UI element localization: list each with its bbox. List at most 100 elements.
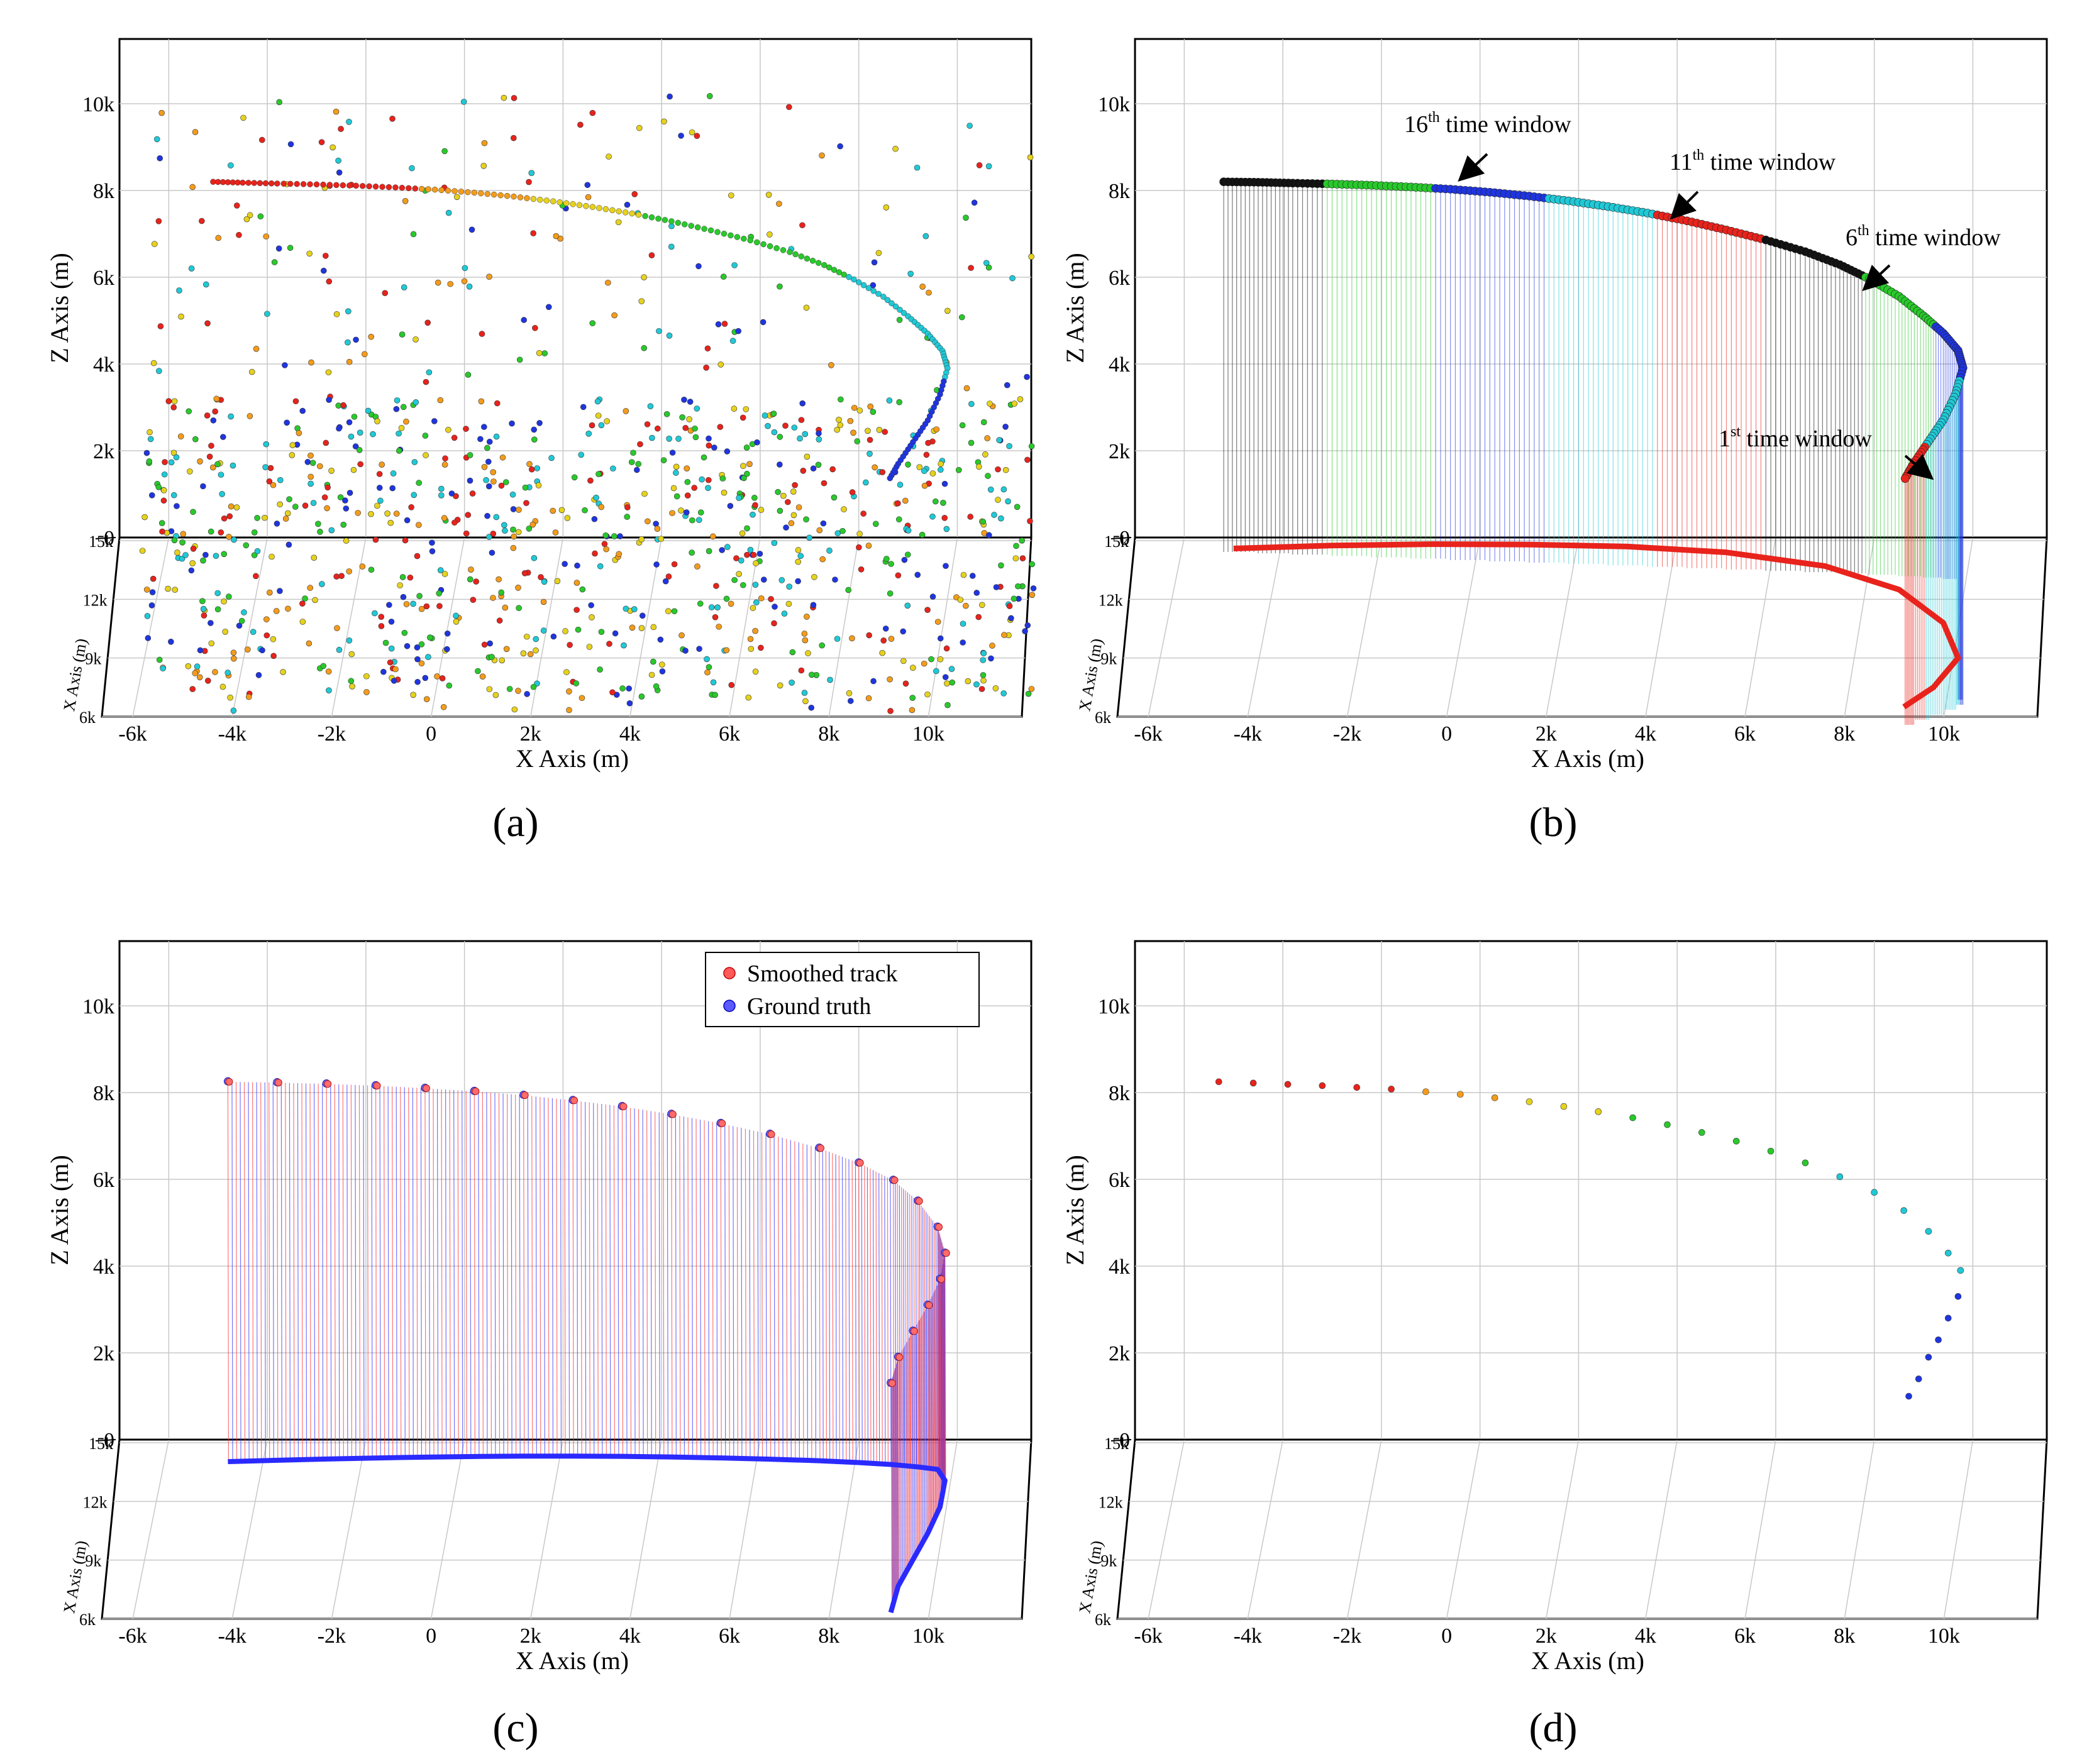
clutter-point — [611, 312, 617, 319]
clutter-point — [209, 464, 216, 471]
x-tick-label: 6k — [1734, 722, 1756, 746]
clutter-point — [141, 514, 148, 521]
grid-line — [828, 537, 860, 717]
grid-line — [1446, 537, 1481, 717]
clutter-point — [487, 640, 493, 647]
track-point — [484, 190, 490, 197]
clutter-point — [708, 604, 715, 610]
arrow-16th — [1458, 153, 1488, 182]
drop-line — [761, 1132, 763, 1459]
clutter-point — [413, 336, 419, 343]
clutter-point — [826, 548, 833, 554]
clutter-point — [165, 398, 172, 404]
clutter-point — [648, 252, 655, 258]
clutter-point — [744, 525, 750, 532]
clutter-point — [277, 477, 284, 483]
clutter-point — [416, 593, 423, 599]
clutter-point — [638, 536, 645, 543]
drop-line — [943, 1257, 946, 1486]
clutter-point — [566, 707, 572, 714]
grid-line — [529, 1439, 564, 1619]
clutter-point — [368, 510, 374, 517]
drop-line — [741, 1128, 743, 1458]
clutter-point — [882, 626, 889, 632]
clutter-point — [189, 560, 196, 566]
clutter-point — [589, 614, 595, 620]
clutter-point — [860, 510, 867, 517]
grid-line — [430, 537, 465, 717]
clutter-point — [355, 510, 362, 516]
clutter-point — [921, 660, 927, 667]
clutter-point — [486, 273, 492, 280]
track-point — [701, 226, 707, 232]
clutter-point — [158, 520, 165, 526]
drop-line — [897, 1357, 899, 1587]
clutter-point — [579, 586, 586, 593]
svg-text:6th time window: 6th time window — [1846, 223, 2001, 251]
track-point — [1215, 1078, 1222, 1086]
clutter-point — [480, 163, 487, 169]
clutter-point — [390, 678, 397, 684]
clutter-point — [704, 345, 711, 352]
clutter-point — [214, 606, 221, 612]
clutter-point — [1011, 595, 1017, 602]
drop-line — [924, 1309, 927, 1538]
drop-line — [822, 1149, 824, 1461]
clutter-point — [233, 202, 240, 209]
clutter-point — [208, 640, 215, 647]
track-point — [809, 258, 816, 264]
clutter-point — [657, 636, 664, 643]
clutter-point — [993, 584, 1000, 590]
clutter-point — [819, 642, 826, 649]
clutter-point — [411, 492, 418, 499]
clutter-point — [585, 431, 592, 437]
clutter-point — [498, 589, 505, 596]
clutter-point — [292, 504, 299, 510]
smoothed-point — [816, 1144, 824, 1152]
smoothed-point — [619, 1103, 628, 1111]
clutter-point — [922, 233, 929, 240]
clutter-point — [274, 521, 280, 527]
z-tick-label: 6k — [1109, 1169, 1130, 1192]
clutter-point — [390, 470, 397, 477]
smoothed-point — [422, 1084, 430, 1093]
x-tick-label: 2k — [520, 1624, 541, 1648]
clutter-point — [264, 311, 270, 317]
drop-line — [675, 1115, 677, 1457]
clutter-point — [933, 668, 939, 675]
track-point — [860, 282, 867, 289]
clutter-point — [663, 411, 670, 417]
clutter-point — [649, 434, 655, 441]
drop-line — [416, 1088, 418, 1458]
clutter-point — [858, 566, 865, 573]
clutter-point — [451, 519, 458, 526]
clutter-point — [671, 608, 678, 615]
clutter-point — [394, 397, 401, 404]
drop-line — [939, 1233, 941, 1472]
drop-line — [289, 1083, 291, 1460]
clutter-point — [253, 346, 260, 352]
clutter-point — [228, 162, 234, 168]
clutter-point — [819, 152, 825, 159]
clutter-point — [270, 636, 277, 642]
clutter-point — [579, 695, 585, 702]
track-point — [1388, 1086, 1395, 1093]
clutter-point — [263, 616, 270, 622]
clutter-point — [156, 368, 162, 374]
clutter-point — [728, 681, 735, 688]
clutter-point — [418, 641, 425, 648]
clutter-point — [150, 360, 157, 367]
drop-line — [878, 1172, 880, 1464]
track-point — [245, 180, 252, 186]
clutter-point — [423, 378, 429, 385]
clutter-point — [645, 518, 651, 525]
clutter-point — [562, 628, 568, 634]
clutter-point — [662, 578, 669, 585]
drop-line — [867, 1167, 868, 1464]
clutter-point — [896, 317, 903, 323]
track-point — [478, 190, 484, 197]
clutter-point — [343, 537, 350, 544]
track-point — [1957, 1267, 1964, 1274]
clutter-point — [515, 585, 521, 591]
